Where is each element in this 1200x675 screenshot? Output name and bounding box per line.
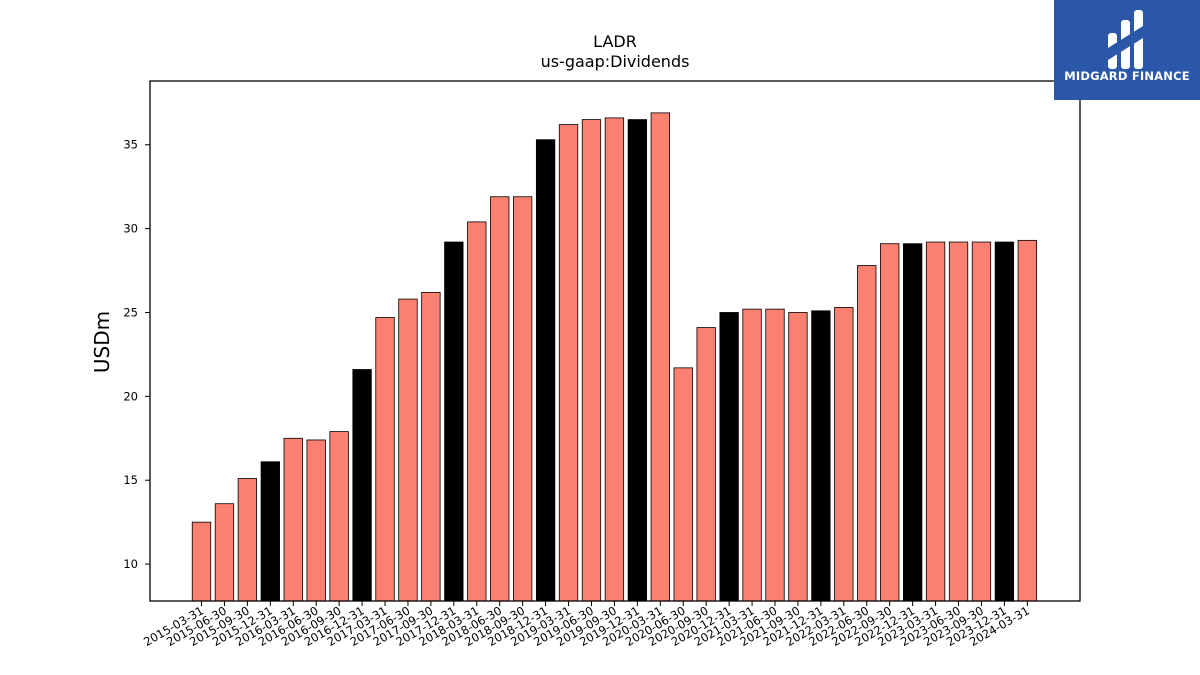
brand-logo: MIDGARD FINANCE — [1054, 0, 1200, 100]
bar-2019-12-31 — [627, 119, 648, 602]
bar-2019-06-30 — [581, 119, 602, 602]
brand-name: MIDGARD FINANCE — [1064, 69, 1190, 83]
bar-2022-12-31 — [902, 243, 923, 602]
plot-frame — [149, 80, 1081, 602]
bar-2019-03-31 — [558, 124, 579, 602]
y-tick-label: 30 — [123, 222, 138, 236]
bar-2016-12-31 — [352, 369, 372, 602]
bar-2020-12-31 — [719, 312, 739, 602]
bar-2018-09-30 — [513, 196, 533, 602]
chart-title: LADR — [593, 32, 637, 51]
y-tick-label: 35 — [123, 138, 138, 152]
bar-2024-03-31 — [1017, 239, 1037, 602]
bar-2020-03-31 — [650, 112, 670, 602]
bar-2019-09-30 — [604, 117, 625, 602]
y-tick-label: 15 — [123, 473, 138, 487]
bar-2017-06-30 — [398, 298, 418, 602]
chart-subtitle: us-gaap:Dividends — [540, 52, 690, 71]
bar-2023-12-31 — [994, 241, 1015, 602]
bar-2015-12-31 — [260, 461, 280, 602]
bar-2018-12-31 — [535, 139, 556, 602]
bar-2023-06-30 — [948, 241, 969, 602]
logo-mark-icon — [1108, 10, 1143, 69]
bar-2018-03-31 — [467, 221, 487, 602]
bar-2023-09-30 — [971, 241, 992, 602]
bar-2022-03-31 — [834, 307, 854, 602]
y-tick-label: 10 — [123, 557, 138, 571]
bar-2016-09-30 — [329, 431, 349, 602]
bar-2021-12-31 — [811, 310, 831, 602]
bar-2023-03-31 — [925, 241, 946, 602]
y-tick-label: 20 — [123, 389, 138, 403]
bar-2020-09-30 — [696, 327, 716, 602]
bar-2017-03-31 — [375, 317, 395, 602]
axes-group: 2015-03-312015-06-302015-09-302015-12-31… — [123, 80, 1081, 649]
bar-2022-09-30 — [880, 243, 900, 602]
bar-2021-06-30 — [765, 308, 785, 602]
bars-group — [191, 112, 1037, 602]
bar-2020-06-30 — [673, 367, 693, 602]
y-tick-label: 25 — [123, 305, 138, 319]
bar-2016-06-30 — [306, 439, 326, 602]
bar-2022-06-30 — [857, 265, 877, 602]
bar-2021-03-31 — [742, 308, 762, 602]
bar-2017-12-31 — [444, 241, 464, 602]
bar-2018-06-30 — [490, 196, 510, 602]
bar-2015-06-30 — [214, 503, 235, 602]
bar-2016-03-31 — [283, 437, 303, 602]
y-axis-label: USDm — [90, 311, 114, 373]
bar-2015-09-30 — [237, 478, 258, 602]
bar-2021-09-30 — [788, 312, 808, 602]
bar-2017-09-30 — [421, 291, 441, 602]
bar-2015-03-31 — [191, 521, 212, 602]
